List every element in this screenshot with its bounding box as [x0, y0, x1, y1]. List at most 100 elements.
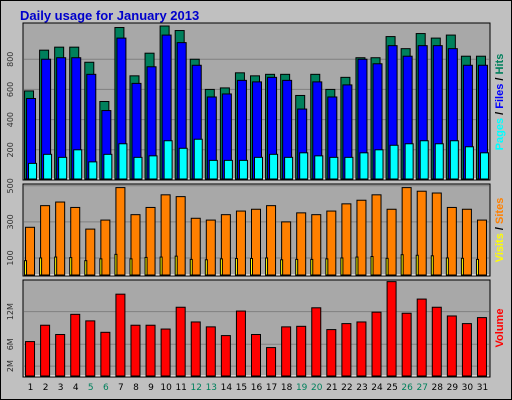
volume-bar: [386, 281, 397, 377]
y-tick-label-2: 500: [6, 178, 15, 193]
sites-bar: [99, 258, 103, 276]
volume-bar: [25, 341, 36, 377]
x-tick-label: 9: [148, 383, 154, 393]
visits-bar: [371, 194, 382, 276]
volume-bar: [431, 306, 442, 377]
sites-bar: [280, 259, 284, 276]
x-tick-label: 10: [160, 383, 172, 393]
y-axis-label: Volume: [494, 309, 506, 348]
y-tick-label-2: 300: [6, 214, 15, 229]
y-axis-label-part: Files: [494, 84, 506, 109]
visits-bar: [296, 212, 307, 276]
pages-bar: [374, 149, 384, 180]
sites-bar: [400, 254, 404, 276]
x-tick-label: 12: [191, 383, 202, 393]
y-tick-label-3: 6M: [6, 338, 15, 350]
sites-bar: [265, 257, 269, 276]
volume-bar: [100, 331, 111, 377]
pages-bar: [238, 159, 248, 180]
pages-bar: [434, 143, 444, 180]
y-axis-label: Pages / Files / Hits: [494, 54, 506, 151]
volume-bar: [356, 321, 367, 377]
x-tick-label: 1: [28, 383, 34, 393]
visits-bar: [160, 194, 171, 276]
sites-bar: [355, 256, 359, 276]
pages-bar: [359, 152, 369, 180]
pages-bar: [479, 152, 489, 180]
pages-bar: [464, 146, 474, 180]
y-axis-label-separator: /: [494, 74, 506, 83]
pages-bar: [449, 140, 459, 180]
sites-bar: [129, 258, 133, 276]
visits-bar: [25, 226, 36, 276]
pages-bar: [148, 155, 158, 180]
volume-bar: [175, 306, 186, 377]
x-tick-label: 6: [103, 383, 109, 393]
volume-bar: [341, 323, 352, 377]
sites-bar: [69, 257, 73, 276]
x-tick-label: 25: [386, 383, 397, 393]
visits-bar: [341, 203, 352, 276]
pages-bar: [314, 155, 324, 180]
pages-bar: [223, 159, 233, 180]
y-tick-label-3: 2M: [6, 360, 15, 372]
visits-bar: [416, 190, 427, 276]
volume-bar: [70, 313, 81, 377]
visits-bar: [386, 208, 397, 276]
pages-bar: [178, 147, 188, 180]
visits-bar: [205, 219, 216, 276]
pages-bar: [43, 153, 53, 180]
sites-bar: [84, 260, 88, 276]
pages-bar: [73, 149, 83, 180]
visits-bar: [175, 196, 186, 276]
visits-bar: [356, 199, 367, 276]
visits-bar: [115, 187, 126, 276]
x-tick-label: 11: [175, 383, 186, 393]
volume-bar: [281, 326, 292, 377]
volume-bar: [266, 347, 277, 377]
volume-bar: [416, 298, 427, 377]
pages-bar: [284, 156, 294, 180]
x-tick-label: 26: [401, 383, 413, 393]
volume-bar: [130, 324, 141, 377]
x-tick-label: 19: [296, 383, 308, 393]
visits-bar: [235, 210, 246, 276]
sites-bar: [460, 257, 464, 276]
volume-bar: [476, 317, 487, 377]
visits-bar: [251, 208, 261, 276]
y-axis-label: Visits / Sites: [494, 198, 506, 263]
visits-bar: [55, 201, 66, 276]
visits-bar: [145, 206, 156, 276]
sites-bar: [430, 255, 434, 276]
visits-bar: [431, 192, 442, 276]
sites-bar: [310, 258, 314, 276]
x-tick-label: 13: [206, 383, 217, 393]
x-tick-label: 23: [356, 383, 367, 393]
sites-bar: [234, 258, 238, 276]
visits-bar: [130, 214, 141, 276]
sites-bar: [340, 257, 344, 276]
y-axis-label-part: Pages: [494, 118, 506, 150]
sites-bar: [295, 258, 299, 276]
visits-bar: [40, 205, 51, 276]
visits-bar: [220, 214, 231, 276]
volume-bar: [40, 324, 51, 377]
sites-bar: [204, 259, 208, 276]
pages-bar: [389, 144, 399, 180]
pages-bar: [88, 161, 98, 180]
visits-bar: [85, 228, 96, 276]
volume-bar: [235, 310, 246, 377]
volume-bar: [311, 307, 322, 377]
x-tick-label: 18: [281, 383, 293, 393]
visits-bar: [476, 219, 487, 276]
pages-bar: [404, 143, 414, 180]
x-tick-label: 14: [221, 383, 233, 393]
x-tick-label: 5: [88, 383, 94, 393]
y-tick-label-1: 800: [6, 52, 15, 67]
x-tick-label: 15: [236, 383, 247, 393]
x-tick-label: 3: [58, 383, 64, 393]
visits-bar: [311, 214, 322, 276]
sites-bar: [385, 257, 389, 276]
pages-bar: [58, 156, 68, 180]
